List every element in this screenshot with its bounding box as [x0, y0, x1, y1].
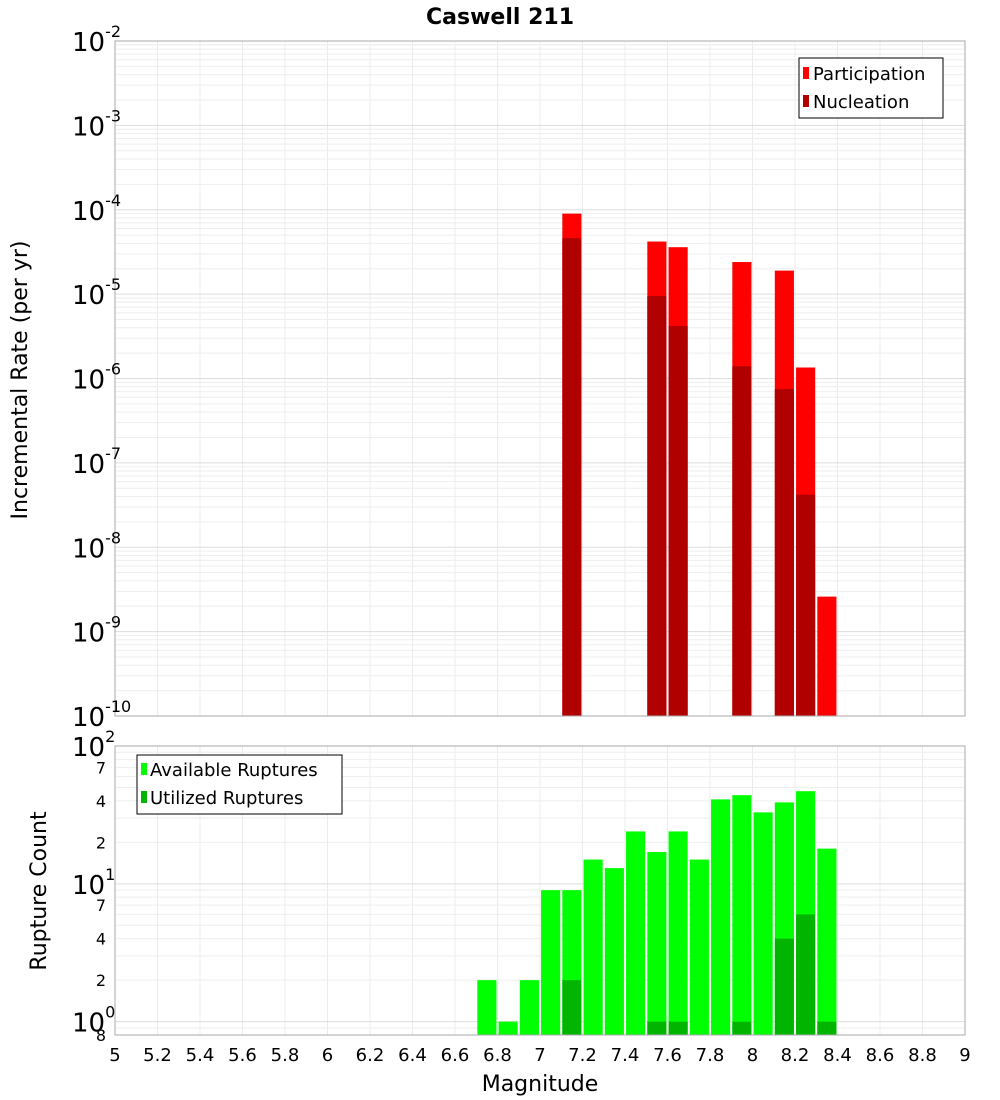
bottom-plot-frame	[114, 745, 966, 1036]
bar-available-ruptures	[711, 799, 731, 1035]
x-tick-label: 5	[109, 1045, 120, 1066]
x-axis-ticks: 5 5.2 5.4 5.6 5.8 6 6.2 6.4 6.6 6.8 7 7.2 7.4 7.6 7.8 8…	[109, 1045, 970, 1066]
bar-available-ruptures	[647, 852, 667, 1035]
bottom-panel-bars	[477, 791, 837, 1035]
x-tick-label: 6	[322, 1045, 333, 1066]
x-tick-label: 5.6	[228, 1045, 257, 1066]
x-tick-label: 8	[747, 1045, 758, 1066]
y-tick-label: 100	[72, 1003, 115, 1039]
bar-available-ruptures	[519, 980, 539, 1035]
bar-utilized-ruptures	[817, 1021, 837, 1035]
bar-available-ruptures	[732, 795, 752, 1035]
bar-utilized-ruptures	[668, 1021, 688, 1035]
x-tick-label: 8.6	[866, 1045, 895, 1066]
top-plot-frame	[114, 40, 966, 717]
bar-nucleation	[647, 296, 667, 716]
y-tick-label: 7	[96, 758, 106, 777]
bar-participation	[817, 596, 837, 716]
legend-swatch-nucleation	[803, 95, 809, 107]
x-tick-label: 7.6	[653, 1045, 682, 1066]
bar-utilized-ruptures	[562, 980, 582, 1035]
legend-swatch-available	[141, 763, 147, 775]
legend-label-nucleation: Nucleation	[813, 92, 909, 113]
x-tick-label: 5.4	[186, 1045, 215, 1066]
top-panel-grid	[114, 41, 966, 717]
y-tick-label: 4	[96, 930, 106, 949]
bar-nucleation	[562, 238, 582, 716]
bar-available-ruptures	[753, 812, 773, 1035]
y-tick-label: 10-4	[72, 191, 121, 227]
top-y-axis-ticks: 10-2 10-3 10-4 10-5 10-6 10-7 10-8 10-9 10-10	[72, 22, 131, 733]
x-tick-label: 7.4	[611, 1045, 640, 1066]
y-tick-label: 10-3	[72, 106, 121, 142]
bar-available-ruptures	[668, 831, 688, 1035]
y-tick-label: 4	[96, 792, 106, 811]
x-tick-label: 5.8	[271, 1045, 300, 1066]
bar-nucleation	[668, 325, 688, 716]
legend-swatch-participation	[803, 67, 809, 79]
top-y-axis-label: Incremental Rate (per yr)	[8, 241, 33, 520]
y-tick-label: 10-6	[72, 360, 121, 396]
top-panel-bars	[562, 213, 837, 717]
x-tick-label: 8.8	[908, 1045, 937, 1066]
y-tick-label: 10-10	[72, 697, 131, 733]
bar-nucleation	[796, 494, 816, 716]
bar-nucleation	[774, 389, 794, 716]
y-tick-label: 8	[96, 1026, 106, 1045]
x-tick-label: 8.4	[823, 1045, 852, 1066]
bottom-legend: Available Ruptures Utilized Ruptures	[136, 754, 343, 815]
bar-utilized-ruptures	[732, 1021, 752, 1035]
bar-utilized-ruptures	[774, 938, 794, 1035]
x-tick-label: 8.2	[781, 1045, 810, 1066]
bottom-legend-box	[136, 754, 343, 815]
top-legend: Participation Nucleation	[798, 57, 944, 119]
x-tick-label: 5.2	[143, 1045, 172, 1066]
x-tick-label: 7.8	[696, 1045, 725, 1066]
x-tick-label: 6.6	[441, 1045, 470, 1066]
legend-label-available: Available Ruptures	[150, 760, 318, 781]
chart-title: Caswell 211	[426, 5, 574, 30]
y-tick-label: 2	[96, 833, 106, 852]
x-tick-label: 6.2	[356, 1045, 385, 1066]
bar-available-ruptures	[498, 1021, 518, 1035]
bar-available-ruptures	[689, 859, 709, 1035]
y-tick-label: 10-9	[72, 613, 121, 649]
y-tick-label: 7	[96, 896, 106, 915]
bar-available-ruptures	[626, 831, 646, 1035]
bar-available-ruptures	[604, 868, 624, 1035]
y-tick-label: 10-5	[72, 275, 121, 311]
x-tick-label: 7.2	[568, 1045, 597, 1066]
legend-label-participation: Participation	[813, 64, 925, 85]
x-tick-label: 7	[534, 1045, 545, 1066]
x-axis-label: Magnitude	[482, 1072, 599, 1097]
x-tick-label: 6.4	[398, 1045, 427, 1066]
bar-available-ruptures	[541, 890, 561, 1035]
x-tick-label: 6.8	[483, 1045, 512, 1066]
x-tick-label: 9	[959, 1045, 970, 1066]
bar-utilized-ruptures	[647, 1021, 667, 1035]
bar-nucleation	[732, 366, 752, 716]
y-tick-label: 2	[96, 971, 106, 990]
top-legend-box	[798, 57, 944, 119]
y-tick-label: 10-2	[72, 22, 121, 58]
bottom-y-axis-label: Rupture Count	[27, 811, 52, 971]
y-tick-label: 10-7	[72, 444, 121, 480]
y-tick-label: 101	[72, 865, 115, 901]
bar-available-ruptures	[817, 848, 837, 1035]
bar-available-ruptures	[583, 859, 603, 1035]
bar-available-ruptures	[477, 980, 497, 1035]
y-tick-label: 102	[72, 727, 115, 763]
legend-swatch-utilized	[141, 791, 147, 803]
legend-label-utilized: Utilized Ruptures	[150, 788, 303, 809]
y-tick-label: 10-8	[72, 528, 121, 564]
bar-utilized-ruptures	[796, 914, 816, 1035]
